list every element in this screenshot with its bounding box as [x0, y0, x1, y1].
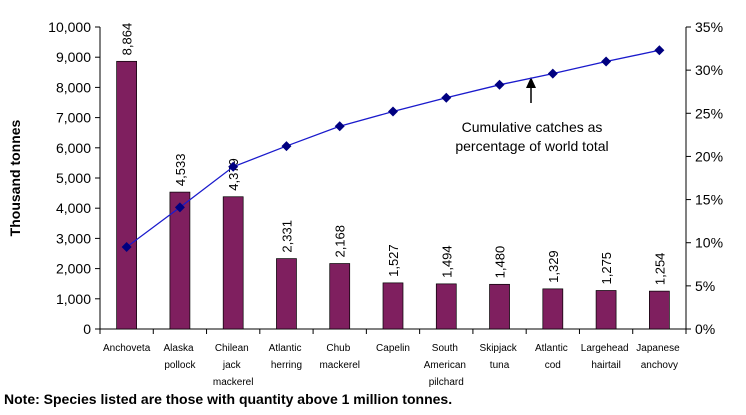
value-label: 1,527 [386, 244, 401, 277]
bar [649, 290, 670, 330]
y-tick-label: 4,000 [56, 200, 91, 216]
bar [382, 282, 404, 330]
y2-tick-label: 5% [695, 278, 715, 294]
marker [281, 141, 292, 152]
marker [601, 56, 612, 67]
x-tick-label: Skipjack tuna [480, 343, 520, 371]
y2-tick-label: 35% [695, 19, 723, 35]
x-tick-label: Atlantic cod [535, 343, 571, 371]
y-tick-label: 6,000 [56, 140, 91, 156]
y2-tick-label: 20% [695, 148, 723, 164]
value-label: 1,254 [652, 253, 667, 286]
y-tick-label: 2,000 [56, 261, 91, 277]
marker [547, 68, 558, 79]
value-label: 2,331 [279, 220, 294, 253]
y-tick-label: 7,000 [56, 110, 91, 126]
x-tick-label: Atlantic herring [269, 343, 305, 371]
bar [435, 283, 457, 330]
x-tick-label: Chilean jack mackerel [213, 343, 254, 388]
x-tick-label: Largehead hairtail [581, 343, 632, 371]
y-tick-label: 5,000 [56, 170, 91, 186]
value-label: 4,533 [173, 154, 188, 187]
marker [654, 45, 665, 56]
marker [388, 106, 398, 117]
bar [595, 290, 617, 330]
value-label: 1,329 [546, 250, 561, 283]
bar [276, 258, 297, 330]
x-tick-label: Chub mackerel [319, 343, 360, 371]
bar [169, 191, 191, 330]
x-tick-label: Anchoveta [103, 343, 151, 354]
bar [329, 263, 351, 330]
y-tick-label: 0 [83, 321, 91, 337]
y2-tick-label: 0% [695, 321, 715, 337]
marker [494, 79, 505, 90]
marker [334, 121, 345, 132]
y-axis-label: Thousand tonnes [7, 119, 23, 236]
y2-tick-label: 10% [695, 235, 723, 251]
x-tick-label: Japanese anchovy [636, 343, 682, 371]
y2-tick-label: 30% [695, 62, 723, 78]
y-tick-label: 3,000 [56, 230, 91, 246]
value-label: 1,275 [599, 252, 614, 285]
y2-tick-label: 15% [695, 192, 723, 208]
y-tick-label: 10,000 [48, 19, 91, 35]
marker [228, 161, 239, 172]
marker [174, 202, 185, 213]
bar [489, 283, 510, 330]
bar [222, 196, 244, 330]
value-label: 1,480 [493, 246, 508, 279]
bar [542, 288, 564, 330]
annotation: Cumulative catches as [462, 119, 603, 135]
value-label: 1,494 [439, 245, 454, 278]
y-tick-label: 1,000 [56, 291, 91, 307]
y-tick-label: 8,000 [56, 79, 91, 95]
x-tick-label: South American pilchard [424, 343, 469, 388]
y2-tick-label: 25% [695, 105, 723, 121]
annotation-arrowhead [526, 77, 536, 88]
value-label: 8,864 [120, 23, 135, 56]
note: Note: Species listed are those with quan… [4, 391, 452, 407]
x-tick-label: Alaska pollock [164, 343, 197, 371]
bar [116, 60, 137, 330]
x-tick-label: Capelin [376, 343, 410, 354]
marker [441, 92, 452, 103]
y-tick-label: 9,000 [56, 49, 91, 65]
annotation: percentage of world total [455, 138, 608, 154]
value-label: 2,168 [333, 225, 348, 258]
marker [121, 242, 132, 253]
